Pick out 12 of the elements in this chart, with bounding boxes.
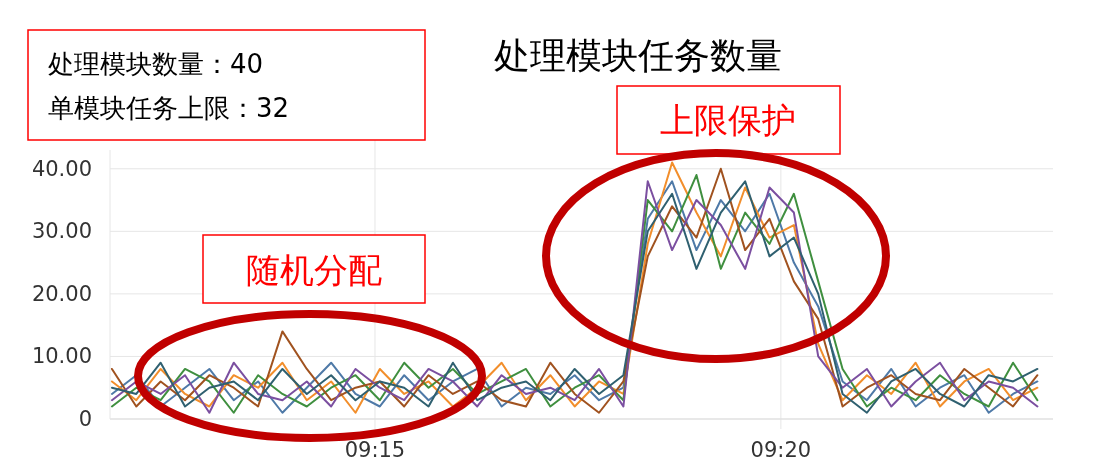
y-tick-label: 10.00 xyxy=(31,344,92,369)
y-tick-label: 40.00 xyxy=(31,156,92,181)
text: 上限保护 xyxy=(660,100,796,140)
y-tick-label: 20.00 xyxy=(31,281,92,306)
y-tick-label: 30.00 xyxy=(31,219,92,244)
x-tick-label: 09:15 xyxy=(344,438,406,461)
text: 单模块任务上限：32 xyxy=(48,93,290,123)
text: 处理模块数量：40 xyxy=(48,49,264,79)
chart-title: 处理模块任务数量 xyxy=(494,34,782,76)
y-tick-label: 0 xyxy=(78,407,92,431)
annotation: 随机分配 xyxy=(246,250,382,290)
x-tick-label: 09:20 xyxy=(750,438,812,461)
